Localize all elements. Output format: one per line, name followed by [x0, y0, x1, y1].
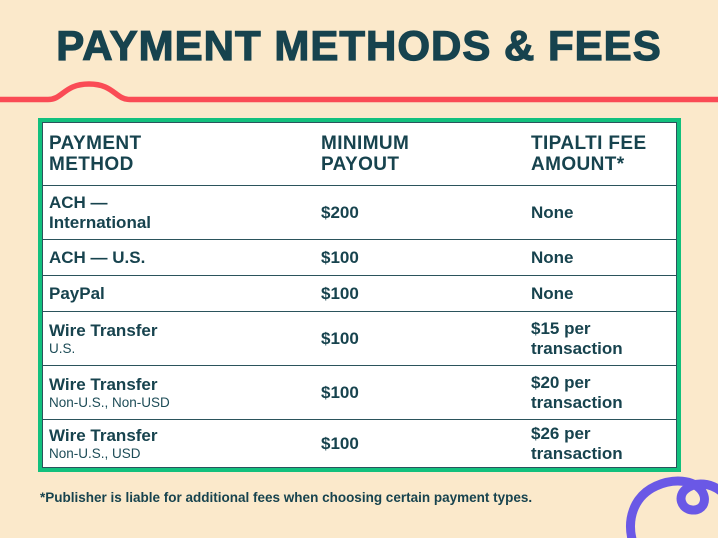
payout-cell: $100 [321, 247, 359, 267]
col-header-tipalti-fee: TIPALTI FEE AMOUNT* [531, 132, 647, 175]
fee-cell: None [531, 202, 574, 222]
table-row-ach-international: ACH — International $200 None [43, 186, 676, 240]
col-header-minimum-payout: MINIMUM PAYOUT [321, 132, 410, 175]
method-subtext: Non-U.S., Non-USD [49, 394, 170, 410]
table-row-wire-nonus-usd: Wire Transfer Non-U.S., USD $100 $26 per… [43, 420, 676, 467]
payout-cell: $100 [321, 328, 359, 348]
method-subtext: Non-U.S., USD [49, 445, 141, 461]
footnote-text: *Publisher is liable for additional fees… [40, 490, 533, 505]
fees-table-body: PAYMENT METHOD MINIMUM PAYOUT TIPALTI FE… [42, 122, 677, 468]
method-cell: Wire Transfer Non-U.S., Non-USD [43, 375, 315, 410]
fee-cell: $26 per transaction [531, 424, 623, 463]
method-name: Wire Transfer [49, 374, 158, 394]
table-row-paypal: PayPal $100 None [43, 276, 676, 312]
method-cell: ACH — U.S. [49, 247, 146, 267]
fees-table: PAYMENT METHOD MINIMUM PAYOUT TIPALTI FE… [38, 118, 681, 472]
table-row-ach-us: ACH — U.S. $100 None [43, 240, 676, 276]
purple-swirl-icon [626, 476, 718, 538]
payout-cell: $100 [321, 433, 359, 453]
table-row-wire-nonus-nonusd: Wire Transfer Non-U.S., Non-USD $100 $20… [43, 366, 676, 420]
fee-cell: None [531, 247, 574, 267]
table-row-wire-us: Wire Transfer U.S. $100 $15 per transact… [43, 312, 676, 366]
col-header-payment-method: PAYMENT METHOD [49, 132, 142, 175]
method-name: Wire Transfer [49, 425, 158, 445]
method-subtext: U.S. [49, 340, 76, 356]
fee-cell: None [531, 283, 574, 303]
table-header-row: PAYMENT METHOD MINIMUM PAYOUT TIPALTI FE… [43, 123, 676, 186]
method-cell: Wire Transfer Non-U.S., USD [43, 426, 315, 461]
method-cell: Wire Transfer U.S. [43, 321, 315, 356]
payout-cell: $200 [321, 202, 359, 222]
method-name: Wire Transfer [49, 320, 158, 340]
fee-cell: $15 per transaction [531, 319, 623, 358]
payout-cell: $100 [321, 283, 359, 303]
payout-cell: $100 [321, 382, 359, 402]
method-cell: ACH — International [49, 193, 152, 232]
page-title: PAYMENT METHODS & FEES [56, 21, 662, 69]
method-cell: PayPal [49, 283, 105, 303]
red-wave-divider-icon [0, 81, 718, 103]
fee-cell: $20 per transaction [531, 373, 623, 412]
